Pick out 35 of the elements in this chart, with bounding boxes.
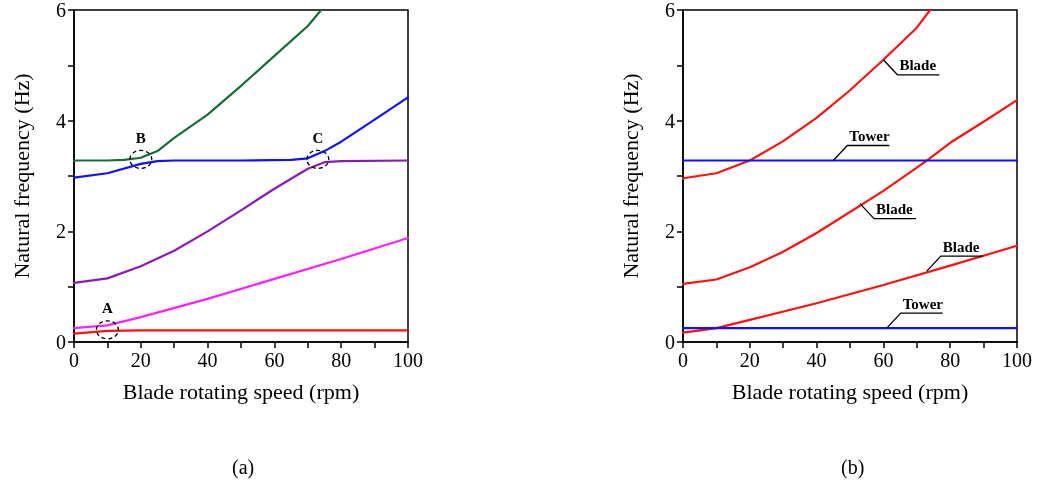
y-tick-label: 0 <box>665 331 675 353</box>
x-tick-label: 100 <box>1002 349 1032 371</box>
y-tick-label: 0 <box>56 331 66 353</box>
text: (a) <box>232 456 255 479</box>
x-tick-label: 60 <box>264 349 285 371</box>
y-tick-label: 2 <box>665 220 675 243</box>
annotation: Blade <box>876 201 914 218</box>
x-tick-label: 40 <box>806 349 827 371</box>
y-tick-label: 2 <box>56 220 66 243</box>
text: (b) <box>841 456 865 479</box>
x-axis-title: Blade rotating speed (rpm) <box>122 378 360 404</box>
line-series <box>681 99 1019 285</box>
y-tick-label: 6 <box>56 0 66 21</box>
annotation: B <box>135 129 146 146</box>
line-series <box>72 96 410 179</box>
annotation: Tower <box>849 128 890 145</box>
y-tick-label: 4 <box>665 109 675 132</box>
x-tick-label: 80 <box>940 349 961 371</box>
annotation: Blade <box>942 238 980 255</box>
annotation: A <box>101 300 113 317</box>
y-tick-label: 6 <box>665 0 675 21</box>
annotation: Blade <box>899 57 937 74</box>
y-axis-title: Natural frequency (Hz) <box>8 73 34 279</box>
x-tick-label: 40 <box>197 349 218 371</box>
x-tick-label: 20 <box>739 349 760 371</box>
x-tick-label: 100 <box>393 349 423 371</box>
annotation: Tower <box>902 295 944 312</box>
annotation: C <box>312 129 324 146</box>
x-tick-label: 20 <box>130 349 151 371</box>
y-tick-label: 4 <box>56 109 66 132</box>
x-tick-label: 80 <box>331 349 352 371</box>
x-axis-title: Blade rotating speed (rpm) <box>731 378 969 404</box>
y-axis-title: Natural frequency (Hz) <box>617 73 643 279</box>
line-series <box>681 244 1019 334</box>
x-tick-label: 60 <box>873 349 894 371</box>
